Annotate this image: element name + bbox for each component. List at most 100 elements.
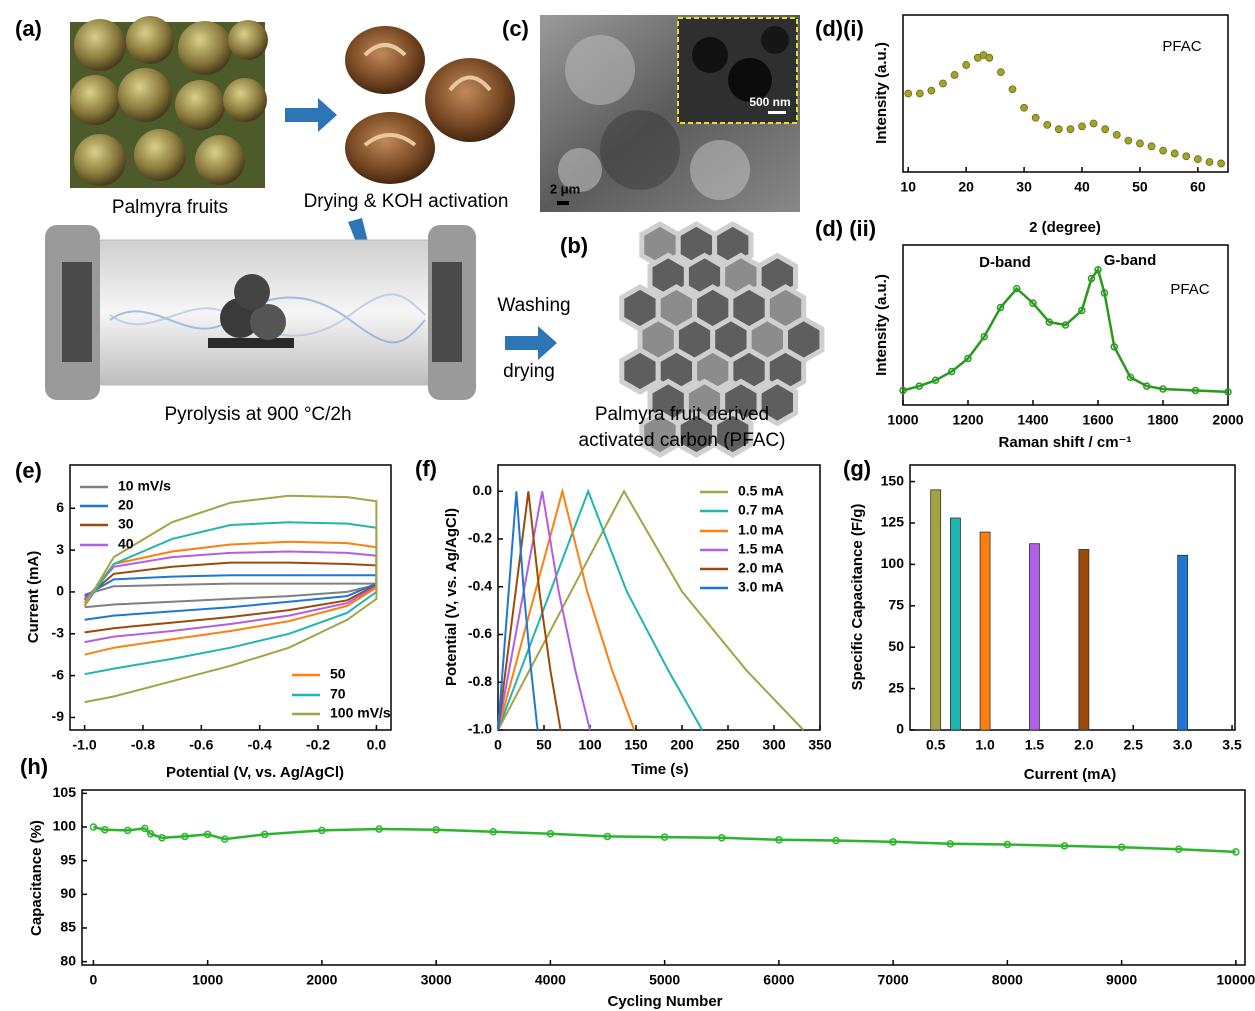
point xyxy=(964,354,972,363)
fruit-photo xyxy=(70,16,268,188)
panel-label: (d)(i) xyxy=(815,16,864,41)
x-tick-label: 250 xyxy=(716,737,740,753)
legend-label: 30 xyxy=(118,516,134,532)
x-tick-label: 1600 xyxy=(1082,412,1113,428)
point xyxy=(1061,321,1070,329)
point xyxy=(1205,158,1214,166)
point xyxy=(123,826,132,835)
panel-label: (b) xyxy=(560,233,588,258)
point xyxy=(1159,385,1167,393)
pyrolysis-tube xyxy=(45,225,476,400)
point xyxy=(718,834,726,842)
y-tick-label: 6 xyxy=(56,499,64,515)
y-axis-label: Intensity (a.u.) xyxy=(873,274,890,376)
arrow xyxy=(505,326,557,360)
y-tick-label: 150 xyxy=(881,472,905,488)
plot-frame xyxy=(81,789,1246,966)
point xyxy=(1191,386,1200,395)
caption: Drying & KOH activation xyxy=(304,191,509,212)
caption: activated carbon (PFAC) xyxy=(579,430,786,451)
point xyxy=(318,826,326,835)
plot-frame xyxy=(497,464,821,731)
point xyxy=(948,367,956,376)
x-tick-label: 40 xyxy=(1074,179,1090,195)
x-axis-label: Potential (V, vs. Ag/AgCl) xyxy=(166,764,344,781)
panel-label: (a) xyxy=(15,16,42,41)
y-tick-label: 25 xyxy=(888,679,904,695)
point xyxy=(1159,146,1168,155)
point xyxy=(1100,289,1109,297)
data-line xyxy=(497,491,562,731)
panel-label: (g) xyxy=(843,456,871,481)
caption: Palmyra fruit derived xyxy=(595,404,769,425)
data-line xyxy=(84,574,378,621)
point xyxy=(1174,845,1183,853)
point xyxy=(1182,152,1191,161)
y-tick-label: 3 xyxy=(56,541,64,557)
point xyxy=(375,825,383,833)
plot-frame xyxy=(902,14,1229,173)
dried-fruits xyxy=(345,26,515,184)
y-axis-label: Specific Capacitance (F/g) xyxy=(849,504,866,691)
x-tick-label: 5000 xyxy=(649,972,680,988)
y-tick-label: 0 xyxy=(56,583,64,599)
point xyxy=(889,838,897,846)
annotation: D-band xyxy=(979,254,1031,271)
sem-image xyxy=(540,15,800,212)
point xyxy=(141,824,149,833)
point xyxy=(1060,842,1069,850)
x-tick-label: 1000 xyxy=(192,972,223,988)
legend-label: 10 mV/s xyxy=(118,478,171,494)
y-tick-label: 100 xyxy=(53,818,77,834)
point xyxy=(1089,119,1098,128)
point xyxy=(203,830,212,839)
point xyxy=(1147,142,1156,151)
x-tick-label: -1.0 xyxy=(73,737,97,753)
panel-label: (e) xyxy=(15,458,42,483)
annotation: G-band xyxy=(1104,252,1157,269)
x-axis-label: 2 (degree) xyxy=(1029,219,1101,236)
legend-label: 20 xyxy=(118,497,134,513)
point xyxy=(1101,125,1110,134)
x-tick-label: 3.5 xyxy=(1222,737,1242,753)
point xyxy=(1003,840,1012,849)
point xyxy=(915,382,923,390)
x-axis-label: Current (mA) xyxy=(1024,766,1117,783)
point xyxy=(489,827,498,836)
y-tick-label: 0 xyxy=(896,721,904,737)
x-tick-label: 10000 xyxy=(1216,972,1255,988)
hex-cell xyxy=(756,378,798,427)
y-tick-label: 105 xyxy=(53,784,77,800)
x-tick-label: 2.0 xyxy=(1074,737,1094,753)
legend-label: 3.0 mA xyxy=(738,579,784,595)
y-tick-label: 90 xyxy=(60,885,76,901)
point xyxy=(603,832,612,841)
point xyxy=(432,825,440,834)
x-tick-label: 20 xyxy=(958,179,974,195)
point xyxy=(832,836,840,845)
x-tick-label: 1400 xyxy=(1017,412,1048,428)
caption: Washing xyxy=(497,295,570,316)
point xyxy=(261,830,269,839)
point xyxy=(1117,843,1126,851)
honeycomb xyxy=(619,221,825,458)
x-tick-label: 1.5 xyxy=(1025,737,1045,753)
point xyxy=(1193,155,1202,164)
y-tick-label: 80 xyxy=(60,952,76,968)
point xyxy=(962,61,971,69)
point xyxy=(939,79,947,88)
x-tick-label: 150 xyxy=(624,737,648,753)
data-line xyxy=(83,494,378,704)
x-tick-label: -0.6 xyxy=(189,737,213,753)
point xyxy=(1217,159,1225,168)
caption: Palmyra fruits xyxy=(112,197,228,218)
point xyxy=(1094,265,1102,274)
legend-label: 50 xyxy=(330,666,346,682)
point xyxy=(1124,136,1133,145)
y-tick-label: 100 xyxy=(881,555,905,571)
x-tick-label: 1200 xyxy=(952,412,983,428)
annotation: PFAC xyxy=(1170,281,1209,298)
point xyxy=(1087,274,1096,283)
x-axis-label: Cycling Number xyxy=(607,993,722,1010)
